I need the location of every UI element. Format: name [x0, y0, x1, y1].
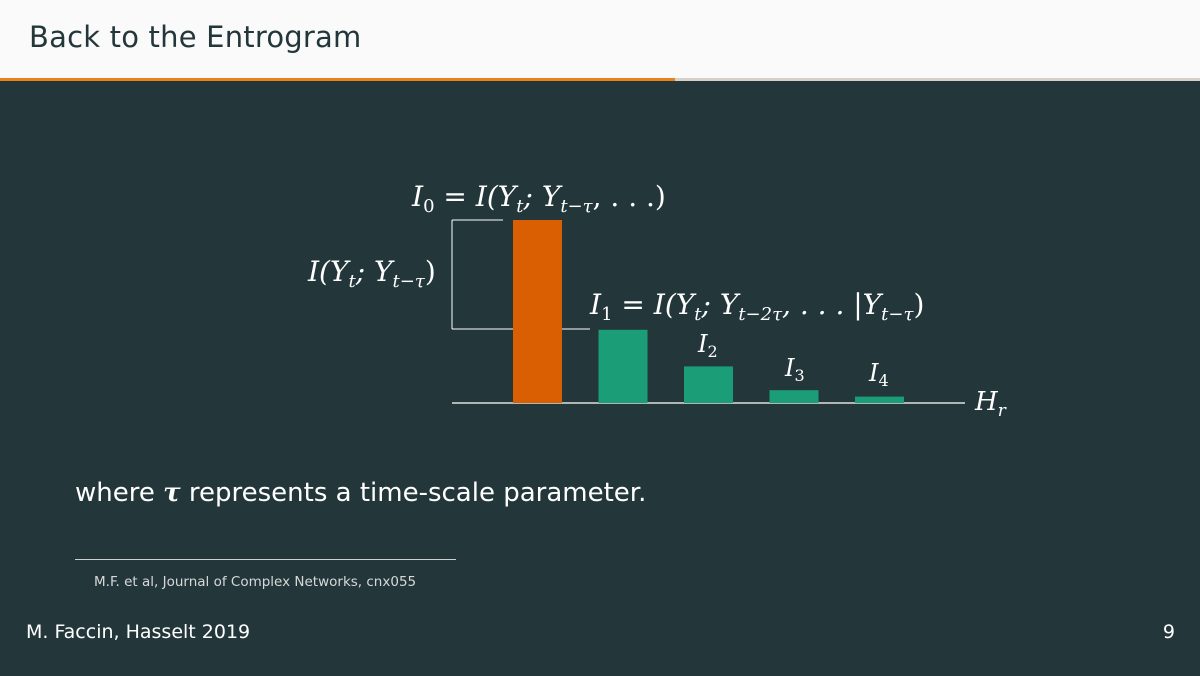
footer-author: M. Faccin, Hasselt 2019 [26, 621, 251, 643]
description-prefix: where [75, 478, 164, 508]
description-suffix: represents a time-scale parameter. [180, 478, 647, 508]
label-i2: I2 [697, 330, 718, 361]
page-number: 9 [1162, 621, 1175, 643]
bar-i3 [769, 390, 819, 403]
label-i3: I3 [784, 354, 805, 385]
footnote-divider [75, 559, 456, 560]
bar-i0 [513, 220, 562, 403]
progress-bar-fill [0, 78, 675, 81]
bar-i4 [855, 396, 904, 403]
bar-i1 [598, 329, 648, 403]
label-i4: I4 [868, 359, 889, 390]
label-i0: I0 = I(Yt; Yt−τ, . . .) [411, 180, 666, 217]
footnote: M.F. et al, Journal of Complex Networks,… [94, 574, 417, 590]
label-bracket: I(Yt; Yt−τ) [307, 255, 436, 292]
tau-symbol: τ [163, 478, 181, 508]
bars-group [513, 220, 904, 403]
slide-title: Back to the Entrogram [29, 20, 362, 54]
bar-i2 [684, 366, 733, 403]
label-i1: I1 = I(Yt; Yt−2τ, . . . |Yt−τ) [589, 288, 924, 325]
label-axis-hr: Hr [974, 387, 1007, 421]
slide-header: Back to the Entrogram [0, 0, 1200, 78]
progress-bar [0, 78, 1200, 81]
description-text: where τ represents a time-scale paramete… [75, 478, 646, 508]
